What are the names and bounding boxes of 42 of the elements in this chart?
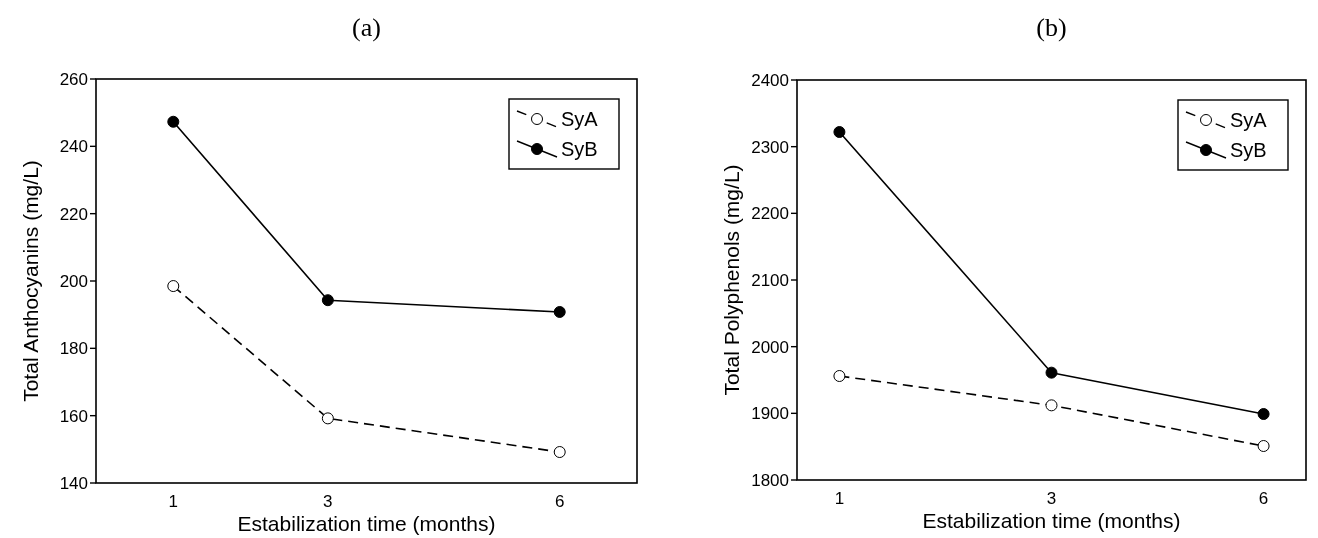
x-tick-label: 6 bbox=[554, 492, 565, 511]
x-axis-title: Estabilization time (months) bbox=[237, 512, 496, 535]
y-tick-label: 2300 bbox=[751, 137, 789, 157]
y-tick-label: 220 bbox=[59, 204, 88, 224]
point bbox=[833, 126, 846, 138]
point bbox=[553, 305, 566, 318]
y-tick-label: 2000 bbox=[751, 337, 789, 357]
y-tick-label: 240 bbox=[59, 137, 88, 157]
y-tick-label: 2200 bbox=[751, 204, 789, 224]
x-tick-label: 1 bbox=[168, 492, 179, 511]
legend-label: SyA bbox=[561, 108, 599, 130]
x-tick-label: 3 bbox=[1046, 489, 1057, 508]
point bbox=[833, 370, 846, 382]
y-tick-label: 200 bbox=[59, 271, 88, 291]
x-tick-label: 3 bbox=[323, 492, 333, 511]
point bbox=[1257, 440, 1270, 452]
point bbox=[1045, 399, 1058, 412]
point bbox=[167, 115, 180, 128]
y-tick-label: 160 bbox=[59, 406, 88, 426]
y-tick-label: 2100 bbox=[751, 270, 789, 290]
y-tick-label: 1900 bbox=[751, 404, 789, 424]
x-tick-label: 1 bbox=[834, 489, 845, 508]
y-tick-label: 180 bbox=[59, 339, 88, 359]
point bbox=[553, 446, 566, 459]
y-tick-label: 1800 bbox=[751, 470, 789, 490]
x-tick-label: 6 bbox=[1258, 489, 1269, 508]
y-tick-label: 2400 bbox=[751, 70, 789, 90]
point bbox=[167, 280, 180, 293]
y-tick-label: 140 bbox=[59, 473, 88, 493]
point bbox=[321, 412, 334, 425]
legend-label: SyB bbox=[561, 138, 598, 160]
point bbox=[1257, 408, 1270, 420]
y-axis-title: Total Polyphenols (mg/L) bbox=[720, 164, 743, 396]
legend-label: SyA bbox=[1230, 109, 1268, 131]
point bbox=[1045, 366, 1058, 379]
legend-label: SyB bbox=[1230, 139, 1267, 161]
chart-title: (a) bbox=[352, 13, 381, 42]
y-axis-title: Total Anthocyanins (mg/L) bbox=[19, 160, 42, 402]
y-tick-label: 260 bbox=[59, 69, 88, 89]
x-axis-title: Estabilization time (months) bbox=[922, 509, 1181, 532]
chart-title: (b) bbox=[1036, 13, 1067, 42]
point bbox=[321, 294, 334, 307]
